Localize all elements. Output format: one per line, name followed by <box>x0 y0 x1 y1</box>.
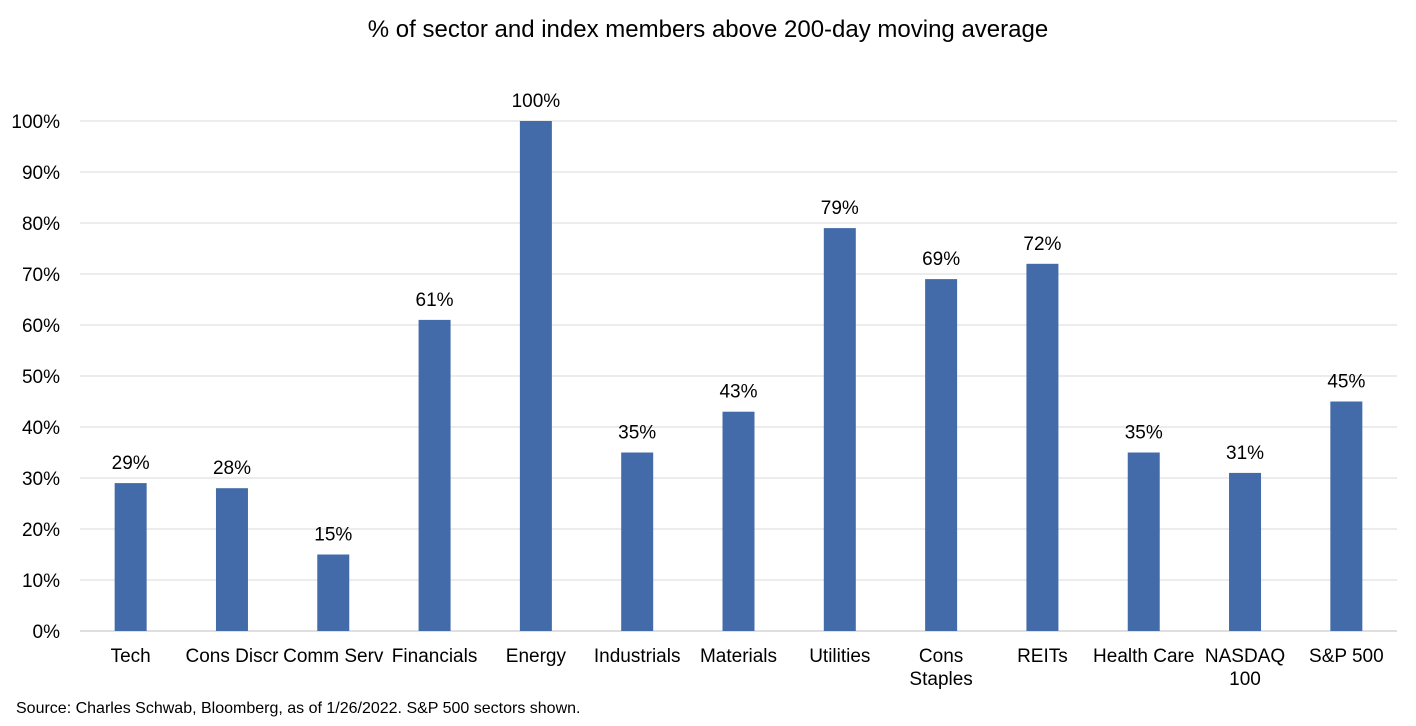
category-label: Industrials <box>594 646 681 667</box>
category-label: Materials <box>700 646 777 667</box>
bar <box>418 319 451 631</box>
y-tick-label: 0% <box>33 622 61 643</box>
y-tick-label: 50% <box>22 367 60 388</box>
y-tick-label: 90% <box>22 163 60 184</box>
bar <box>621 452 654 631</box>
data-label: 61% <box>416 290 454 311</box>
data-label: 15% <box>314 525 352 546</box>
bar <box>1127 452 1160 631</box>
bars <box>114 121 1363 631</box>
data-label: 79% <box>821 198 859 219</box>
category-label: Health Care <box>1093 646 1194 667</box>
y-tick-label: 70% <box>22 265 60 286</box>
bar <box>1026 263 1059 631</box>
y-axis: 0% 10% 20% 30% 40% 50% 60% 70% 80% 90% 100% <box>11 112 60 643</box>
bar <box>925 279 958 631</box>
y-tick-label: 20% <box>22 520 60 541</box>
bar <box>114 483 147 631</box>
data-label: 45% <box>1327 372 1365 393</box>
bar <box>317 554 350 631</box>
y-tick-label: 100% <box>11 112 60 133</box>
y-tick-label: 30% <box>22 469 60 490</box>
category-label: NASDAQ 100 <box>1205 646 1285 690</box>
bar <box>215 488 248 631</box>
y-tick-label: 60% <box>22 316 60 337</box>
data-label: 72% <box>1023 234 1061 255</box>
bar <box>1229 472 1262 631</box>
data-label: 31% <box>1226 443 1264 464</box>
source-note: Source: Charles Schwab, Bloomberg, as of… <box>16 700 581 717</box>
data-label: 43% <box>719 382 757 403</box>
category-label: Energy <box>506 646 567 667</box>
category-label: Utilities <box>809 646 870 667</box>
bar <box>519 121 552 631</box>
data-label: 35% <box>618 423 656 444</box>
category-label: Cons Discr <box>186 646 280 667</box>
category-label: Tech <box>111 646 151 667</box>
category-label: Comm Serv <box>283 646 384 667</box>
category-label: S&P 500 <box>1309 646 1384 667</box>
x-axis: Tech Cons Discr Comm Serv Financials Energy I… <box>111 646 1384 690</box>
category-label: Financials <box>392 646 478 667</box>
bar <box>722 411 755 631</box>
bar <box>823 228 856 631</box>
data-labels: 29% 28% 15% 61% 100% 35% 43% 79% 69% 72% 35% 31% 45% <box>112 91 1366 546</box>
bar <box>1330 401 1363 631</box>
data-label: 29% <box>112 453 150 474</box>
category-label: Cons Staples <box>909 646 972 690</box>
data-label: 28% <box>213 458 251 479</box>
y-tick-label: 40% <box>22 418 60 439</box>
y-tick-label: 80% <box>22 214 60 235</box>
data-label: 35% <box>1125 423 1163 444</box>
y-tick-label: 10% <box>22 571 60 592</box>
category-label: REITs <box>1017 646 1068 667</box>
data-label: 100% <box>512 91 561 112</box>
chart-title: % of sector and index members above 200-… <box>367 16 1049 43</box>
bar-chart: 0% 10% 20% 30% 40% 50% 60% 70% 80% 90% 100% 29% 28%… <box>11 91 1397 690</box>
data-label: 69% <box>922 249 960 270</box>
